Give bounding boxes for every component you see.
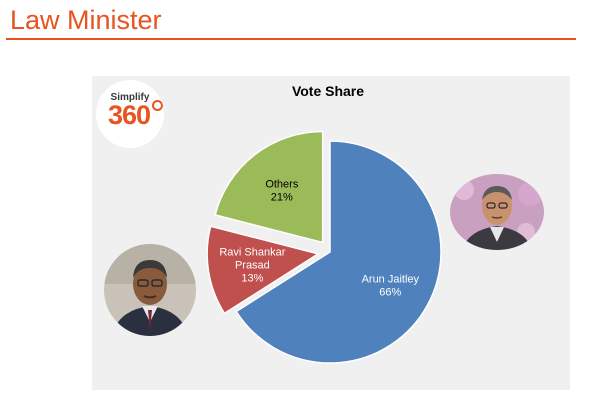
slide-title: Law Minister xyxy=(10,5,162,35)
pie-slice-label-1: Ravi Shankar Prasad 13% xyxy=(219,246,285,284)
pie-slice-label-0: Arun Jaitley 66% xyxy=(362,274,420,299)
photo-arun-jaitley xyxy=(450,174,544,250)
pie-slice-2 xyxy=(214,130,324,244)
logo-brand-number: 360 xyxy=(107,100,151,130)
pie-slice-0 xyxy=(235,140,442,364)
pie-slice-1 xyxy=(206,225,321,315)
chart-title: Vote Share xyxy=(292,83,364,99)
pie-slice-label-2: Others 21% xyxy=(265,178,299,203)
simplify360-logo: Simplify 360 xyxy=(96,80,164,148)
photo-ravi-shankar-prasad xyxy=(104,244,196,336)
title-divider xyxy=(6,38,576,40)
logo-degree-mark xyxy=(152,100,163,111)
logo-brand-top: Simplify xyxy=(110,92,150,103)
